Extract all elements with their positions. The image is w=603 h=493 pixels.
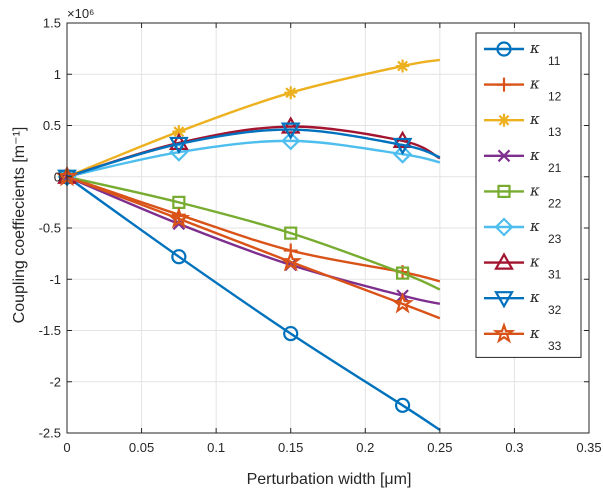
series-k12-line	[66, 175, 441, 283]
legend-marker	[494, 252, 514, 270]
y-tick-label: 0.5	[43, 118, 61, 133]
legend-marker	[497, 113, 511, 127]
legend-item: κ 22	[484, 181, 562, 210]
series-k32-point	[392, 137, 413, 156]
legend-label: κ	[529, 39, 540, 57]
series-k11-line	[66, 175, 441, 431]
x-tick-label: 0.15	[278, 440, 303, 455]
legend-item: κ 31	[484, 252, 562, 282]
series-k11-point	[171, 249, 187, 265]
legend-label: κ	[529, 146, 540, 164]
series-k33-point	[279, 249, 302, 272]
legend: κ 11 κ 12 κ 13 κ 21 κ 22 κ 23 κ 31 κ 32 κ 33	[475, 32, 582, 358]
x-tick-label: 0.05	[129, 440, 154, 455]
series-k13-point	[396, 59, 410, 73]
legend-label: κ	[529, 110, 540, 128]
legend-subscript: 31	[548, 268, 562, 282]
series-k32-point	[168, 136, 189, 155]
legend-marker	[497, 149, 511, 163]
series-k11-point	[283, 325, 299, 342]
legend-item: κ 21	[484, 146, 562, 175]
legend-item: κ 32	[484, 288, 562, 317]
y-tick-label: 1	[54, 67, 61, 82]
legend-marker	[494, 217, 514, 237]
series-k22-point	[395, 266, 410, 280]
y-tick-label: 0	[54, 169, 61, 184]
legend-item: κ 13	[484, 110, 562, 139]
legend-item: κ 33	[484, 321, 562, 353]
x-tick-label: 0.25	[427, 440, 452, 455]
legend-marker	[497, 184, 511, 198]
legend-subscript: 12	[548, 90, 562, 104]
y-tick-label: -2	[49, 374, 61, 389]
series-k13-point	[284, 86, 298, 100]
legend-label: κ	[529, 217, 540, 235]
legend-item: κ 11	[484, 39, 561, 68]
legend-marker	[494, 291, 514, 309]
x-tick-label: 0	[63, 440, 70, 455]
legend-subscript: 33	[548, 339, 562, 353]
x-tick-label: 0.2	[356, 440, 374, 455]
x-tick-label: 0.35	[576, 440, 601, 455]
axis-ticks: 0 0.05 0.1 0.15 0.2 0.25 0.3 0.35 1.5 1 0.5 0 -0.5 -1…	[39, 16, 602, 456]
series-k33	[55, 164, 441, 320]
y-tick-label: -1.5	[39, 323, 61, 338]
y-tick-label: -1	[49, 272, 61, 287]
legend-label: κ	[529, 288, 540, 306]
series-k13-point	[172, 125, 186, 139]
series-k23-point	[281, 131, 301, 151]
x-tick-label: 0.3	[505, 440, 523, 455]
legend-subscript: 23	[548, 232, 562, 246]
y-axis-label: Coupling coeffiecients [m⁻¹]	[11, 127, 28, 324]
legend-item: κ 12	[484, 75, 562, 104]
legend-item: κ 23	[484, 217, 562, 246]
legend-marker	[492, 321, 516, 344]
legend-label: κ	[529, 75, 540, 93]
series-k33-point	[167, 206, 191, 229]
series-k32-point	[280, 122, 301, 140]
y-tick-label: -2.5	[39, 426, 61, 441]
legend-marker	[496, 41, 512, 57]
legend-box	[475, 32, 582, 358]
x-tick-label: 0.1	[207, 440, 225, 455]
series-k11-point	[394, 397, 411, 413]
y-tick-label: -0.5	[39, 221, 61, 236]
legend-subscript: 32	[548, 303, 562, 317]
legend-label: κ	[529, 181, 540, 199]
series-k31-point	[280, 116, 301, 134]
legend-marker	[497, 77, 511, 92]
series-k23-point	[393, 144, 413, 164]
series-layer	[55, 58, 441, 431]
y-exponent-label: ×10⁶	[67, 6, 94, 21]
legend-label: κ	[529, 253, 540, 271]
series-k13-line	[66, 58, 441, 178]
legend-subscript: 21	[548, 161, 562, 175]
series-k33-point	[391, 292, 414, 314]
legend-label: κ	[529, 324, 540, 342]
y-tick-label: 1.5	[43, 16, 61, 31]
x-axis-label: Perturbation width [μm]	[247, 471, 412, 488]
series-k22-point	[284, 226, 298, 240]
legend-subscript: 11	[548, 54, 561, 68]
legend-subscript: 13	[548, 125, 562, 139]
legend-subscript: 22	[548, 196, 562, 210]
series-k21-line	[66, 175, 441, 306]
